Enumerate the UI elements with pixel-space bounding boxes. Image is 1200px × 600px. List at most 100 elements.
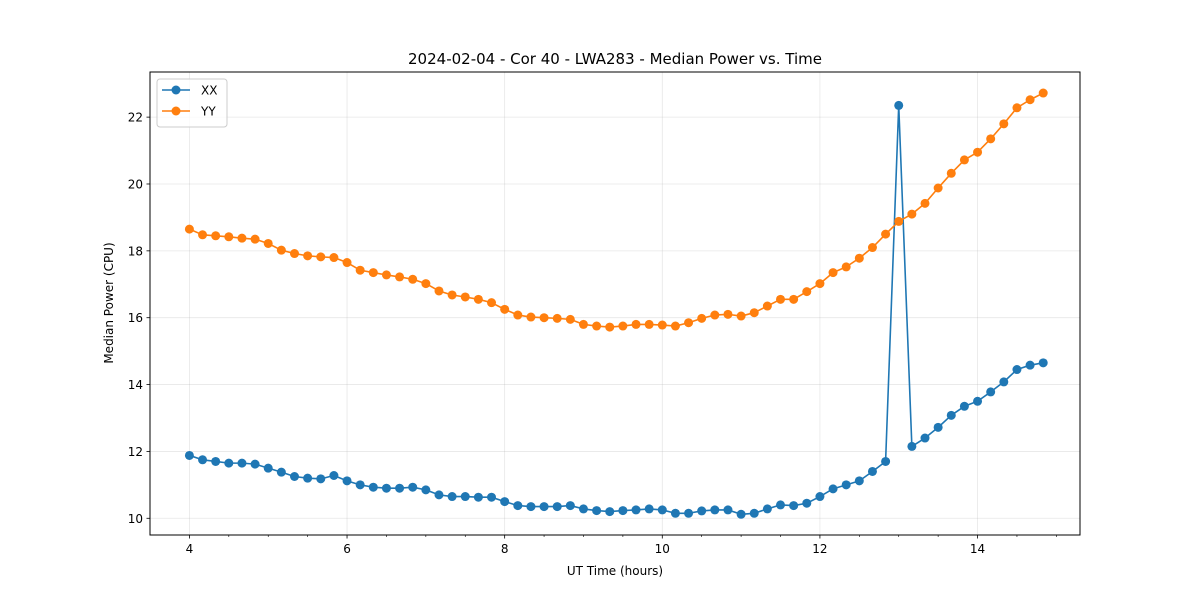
data-point-xx — [1012, 365, 1022, 375]
data-point-yy — [933, 183, 943, 193]
data-point-xx — [447, 492, 457, 502]
data-point-yy — [828, 268, 838, 278]
grid — [150, 72, 1080, 535]
data-point-xx — [789, 501, 799, 511]
data-point-yy — [355, 265, 365, 275]
y-axis-label: Median Power (CPU) — [102, 242, 116, 363]
data-point-yy — [723, 309, 733, 319]
data-point-yy — [946, 168, 956, 178]
data-point-yy — [841, 262, 851, 272]
data-point-yy — [381, 270, 391, 280]
data-point-xx — [959, 401, 969, 411]
series-yy — [184, 88, 1048, 332]
data-point-xx — [224, 458, 234, 468]
data-point-xx — [749, 508, 759, 518]
data-point-xx — [487, 492, 497, 502]
data-point-xx — [605, 507, 615, 517]
data-point-xx — [802, 498, 812, 508]
data-point-xx — [815, 492, 825, 502]
data-point-xx — [854, 476, 864, 486]
data-point-xx — [631, 505, 641, 515]
data-point-xx — [342, 476, 352, 486]
data-point-xx — [303, 473, 313, 483]
data-point-xx — [776, 500, 786, 510]
data-point-yy — [408, 274, 418, 284]
y-tick-label: 22 — [128, 111, 143, 125]
data-point-yy — [749, 308, 759, 318]
data-point-yy — [762, 301, 772, 311]
data-point-xx — [408, 482, 418, 492]
data-point-xx — [736, 509, 746, 519]
y-tick-label: 18 — [128, 244, 143, 258]
data-point-xx — [697, 506, 707, 516]
data-point-xx — [867, 466, 877, 476]
data-point-xx — [907, 441, 917, 451]
data-point-yy — [526, 312, 536, 322]
x-tick-label: 10 — [655, 542, 670, 556]
data-point-xx — [565, 501, 575, 511]
x-tick-label: 14 — [970, 542, 985, 556]
data-point-xx — [211, 456, 221, 466]
data-point-yy — [421, 279, 431, 289]
plot-frame — [149, 71, 1081, 536]
data-point-yy — [986, 134, 996, 144]
data-point-yy — [657, 320, 667, 330]
data-point-yy — [789, 294, 799, 304]
data-point-yy — [329, 253, 339, 263]
data-point-yy — [815, 279, 825, 289]
data-point-yy — [368, 268, 378, 278]
data-point-xx — [828, 484, 838, 494]
data-point-xx — [710, 505, 720, 515]
y-tick-label: 10 — [128, 512, 143, 526]
y-tick-label: 16 — [128, 311, 143, 325]
data-point-xx — [329, 471, 339, 480]
data-point-xx — [999, 377, 1009, 387]
data-point-xx — [368, 482, 378, 492]
x-axis-label: UT Time (hours) — [567, 564, 663, 578]
data-point-xx — [513, 501, 523, 511]
data-point-xx — [723, 505, 733, 515]
data-point-yy — [907, 209, 917, 219]
data-point-yy — [250, 234, 260, 244]
data-point-yy — [867, 243, 877, 253]
data-point-yy — [1025, 95, 1035, 105]
data-point-yy — [303, 251, 313, 261]
data-point-yy — [487, 298, 497, 308]
data-point-yy — [684, 318, 694, 328]
data-point-xx — [592, 506, 602, 516]
data-point-xx — [473, 492, 483, 502]
data-point-xx — [395, 483, 405, 493]
data-point-yy — [697, 313, 707, 323]
data-point-xx — [263, 463, 273, 473]
x-tick-label: 12 — [812, 542, 827, 556]
y-tick-label: 12 — [128, 445, 143, 459]
data-point-yy — [802, 287, 812, 297]
data-point-yy — [447, 290, 457, 300]
legend-marker-yy — [171, 106, 181, 116]
legend: XX YY — [156, 78, 228, 128]
data-point-xx — [276, 467, 286, 477]
data-point-xx — [684, 508, 694, 518]
series-xx — [184, 100, 1048, 519]
chart-title: 2024-02-04 - Cor 40 - LWA283 - Median Po… — [408, 50, 822, 68]
data-point-xx — [355, 480, 365, 490]
data-point-xx — [421, 485, 431, 495]
data-point-xx — [434, 490, 444, 500]
data-point-yy — [513, 310, 523, 320]
legend-marker-xx — [171, 85, 181, 95]
tick-layer: 4 6 8 10 12 14 10 12 14 16 18 20 22 — [128, 111, 1057, 556]
data-point-yy — [959, 155, 969, 165]
data-point-yy — [1012, 103, 1022, 113]
data-point-xx — [316, 474, 326, 484]
data-point-yy — [342, 258, 352, 268]
data-point-yy — [854, 253, 864, 263]
data-point-xx — [618, 506, 628, 516]
data-point-xx — [894, 100, 904, 110]
x-tick-label: 6 — [343, 542, 351, 556]
data-point-xx — [539, 502, 549, 512]
x-tick-label: 4 — [186, 542, 194, 556]
legend-label-yy: YY — [200, 105, 216, 119]
data-point-xx — [460, 492, 470, 502]
data-point-yy — [263, 238, 273, 248]
